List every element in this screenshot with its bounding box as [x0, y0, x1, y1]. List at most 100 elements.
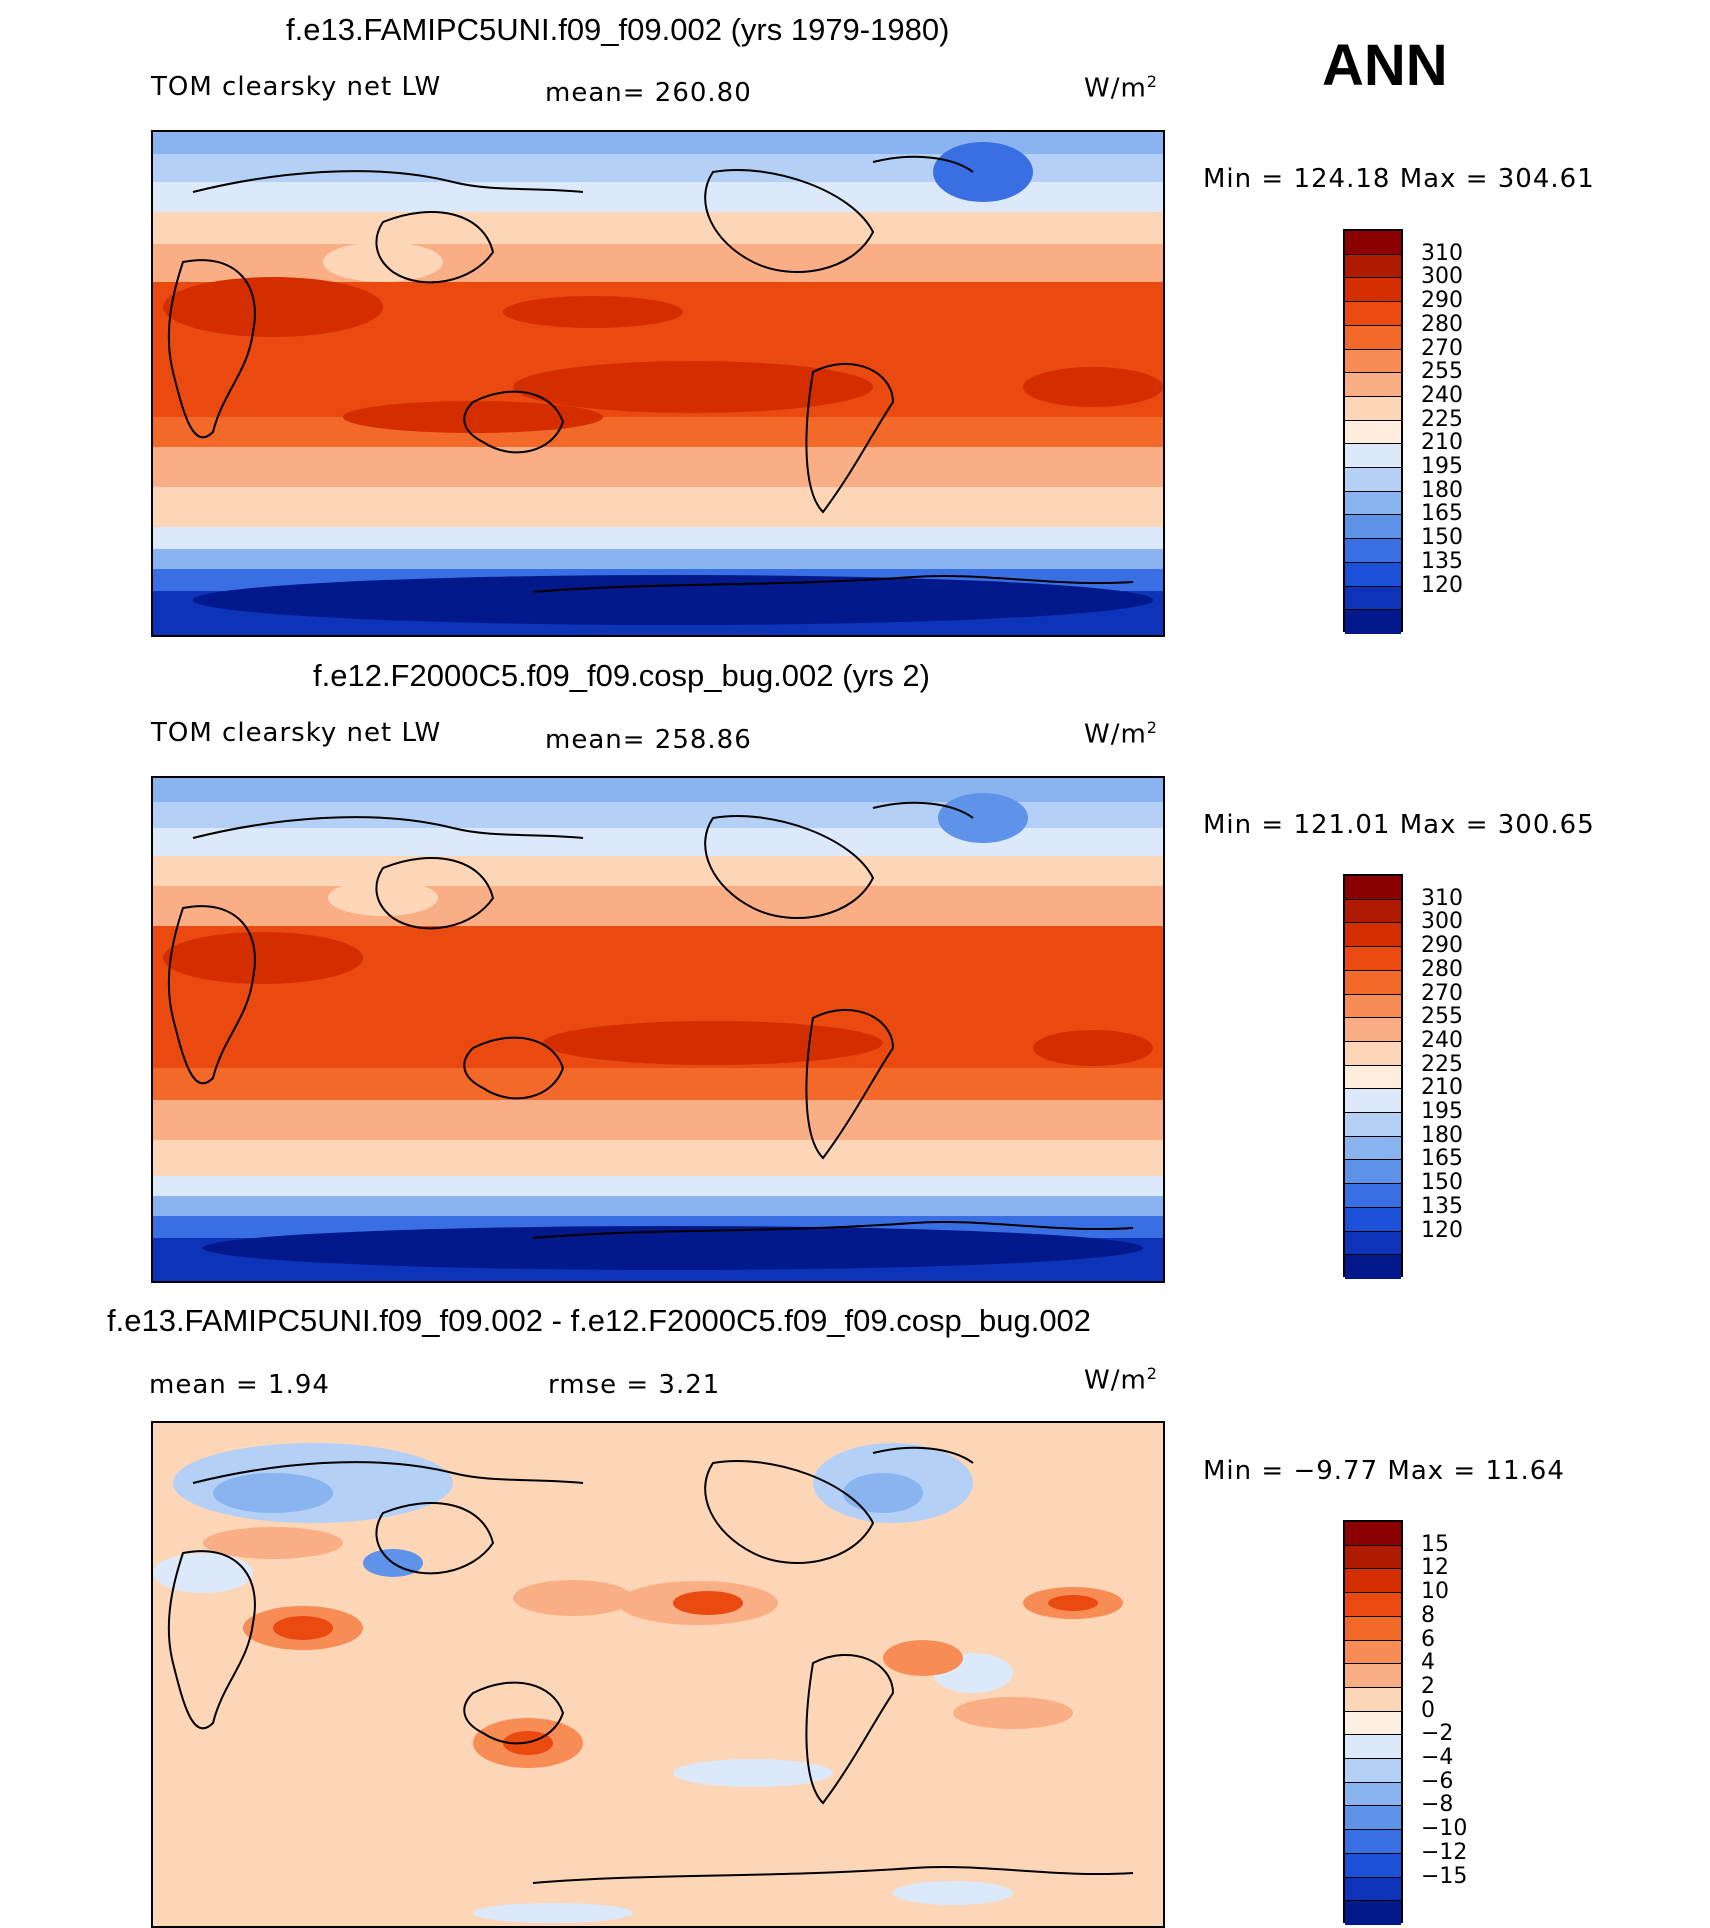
- colorbar-segment: [1345, 1065, 1401, 1090]
- colorbar-tick-label: 195: [1421, 454, 1463, 480]
- colorbar-tick-label: 180: [1421, 477, 1463, 503]
- panel1-map: [151, 130, 1165, 637]
- panel3-map: [151, 1421, 1165, 1928]
- colorbar-tick-label: 290: [1421, 933, 1463, 959]
- colorbar-segment: [1345, 1184, 1401, 1208]
- colorbar-segment: [1345, 1711, 1401, 1736]
- panel1-units: W/m2: [1084, 72, 1158, 104]
- colorbar-tick-label: 300: [1421, 264, 1463, 290]
- colorbar-tick-label: 4: [1421, 1650, 1435, 1676]
- panel3-title: f.e13.FAMIPC5UNI.f09_f09.002 - f.e12.F20…: [107, 1303, 1092, 1338]
- colorbar-segment: [1345, 970, 1401, 995]
- colorbar-segment: [1345, 231, 1401, 255]
- colorbar-tick-label: 280: [1421, 956, 1463, 982]
- colorbar-segment: [1345, 1640, 1401, 1665]
- colorbar-tick-label: 280: [1421, 311, 1463, 337]
- colorbar-tick-label: −15: [1421, 1863, 1468, 1889]
- colorbar-segment: [1345, 1207, 1401, 1232]
- colorbar-segment: [1345, 1830, 1401, 1854]
- colorbar-tick-label: 290: [1421, 288, 1463, 314]
- colorbar-tick-label: 10: [1421, 1579, 1449, 1605]
- colorbar-segment: [1345, 1136, 1401, 1161]
- colorbar-segment: [1345, 1616, 1401, 1641]
- colorbar-tick-label: 180: [1421, 1122, 1463, 1148]
- colorbar-segment: [1345, 254, 1401, 279]
- colorbar-segment: [1345, 1545, 1401, 1570]
- colorbar-tick-label: 225: [1421, 406, 1463, 432]
- colorbar-segment: [1345, 539, 1401, 563]
- season-label: ANN: [1322, 33, 1448, 98]
- colorbar-tick-label: −6: [1421, 1768, 1454, 1794]
- panel2-map: [151, 776, 1165, 1283]
- colorbar-segment: [1345, 1687, 1401, 1712]
- panel1-mean: mean= 260.80: [545, 78, 752, 108]
- colorbar-tick-label: 255: [1421, 359, 1463, 385]
- colorbar-tick-label: −2: [1421, 1721, 1454, 1747]
- colorbar-tick-label: 2: [1421, 1673, 1435, 1699]
- colorbar-segment: [1345, 1735, 1401, 1760]
- colorbar-segment: [1345, 491, 1401, 516]
- panel3-rmse: rmse = 3.21: [548, 1370, 721, 1400]
- colorbar-segment: [1345, 923, 1401, 948]
- colorbar-tick-label: 0: [1421, 1697, 1435, 1723]
- colorbar-segment: [1345, 420, 1401, 445]
- panel3-units: W/m2: [1084, 1364, 1158, 1396]
- colorbar-segment: [1345, 947, 1401, 971]
- colorbar-tick-label: 240: [1421, 1027, 1463, 1053]
- colorbar-segment: [1345, 1160, 1401, 1185]
- colorbar-segment: [1345, 302, 1401, 326]
- colorbar-tick-label: −10: [1421, 1816, 1468, 1842]
- colorbar-segment: [1345, 444, 1401, 469]
- colorbar-segment: [1345, 1877, 1401, 1902]
- panel2-variable: TOM clearsky net LW: [151, 718, 442, 748]
- colorbar-segment: [1345, 1041, 1401, 1066]
- panel1-variable: TOM clearsky net LW: [151, 72, 442, 102]
- panel2-mean: mean= 258.86: [545, 725, 752, 755]
- colorbar-segment: [1345, 1593, 1401, 1617]
- colorbar-segment: [1345, 1806, 1401, 1831]
- colorbar-segment: [1345, 586, 1401, 611]
- panel1-title: f.e13.FAMIPC5UNI.f09_f09.002 (yrs 1979-1…: [286, 12, 950, 47]
- colorbar-tick-label: 12: [1421, 1555, 1449, 1581]
- colorbar-segment: [1345, 899, 1401, 924]
- colorbar-segment: [1345, 1113, 1401, 1137]
- panel1-colorbar: [1343, 229, 1403, 634]
- colorbar-tick-label: 165: [1421, 501, 1463, 527]
- colorbar-tick-label: 240: [1421, 382, 1463, 408]
- colorbar-segment: [1345, 1231, 1401, 1256]
- colorbar-segment: [1345, 373, 1401, 397]
- colorbar-tick-label: 300: [1421, 909, 1463, 935]
- colorbar-segment: [1345, 396, 1401, 421]
- colorbar-segment: [1345, 325, 1401, 350]
- colorbar-segment: [1345, 1782, 1401, 1807]
- colorbar-tick-label: 150: [1421, 525, 1463, 551]
- colorbar-segment: [1345, 1901, 1401, 1925]
- colorbar-tick-label: 210: [1421, 430, 1463, 456]
- colorbar-tick-label: 210: [1421, 1075, 1463, 1101]
- colorbar-tick-label: 120: [1421, 572, 1463, 598]
- colorbar-segment: [1345, 1853, 1401, 1878]
- panel2-units: W/m2: [1084, 718, 1158, 750]
- colorbar-segment: [1345, 876, 1401, 900]
- colorbar-tick-label: 135: [1421, 1193, 1463, 1219]
- colorbar-segment: [1345, 349, 1401, 374]
- colorbar-tick-label: 120: [1421, 1217, 1463, 1243]
- colorbar-tick-label: −4: [1421, 1745, 1454, 1771]
- colorbar-segment: [1345, 1569, 1401, 1594]
- colorbar-segment: [1345, 515, 1401, 540]
- panel3-mean: mean = 1.94: [149, 1370, 330, 1400]
- panel3-minmax: Min = −9.77 Max = 11.64: [1203, 1456, 1565, 1486]
- panel2-title: f.e12.F2000C5.f09_f09.cosp_bug.002 (yrs …: [313, 658, 930, 693]
- colorbar-tick-label: 15: [1421, 1531, 1449, 1557]
- colorbar-tick-label: 310: [1421, 885, 1463, 911]
- colorbar-tick-label: 165: [1421, 1146, 1463, 1172]
- colorbar-segment: [1345, 994, 1401, 1019]
- colorbar-tick-label: 8: [1421, 1602, 1435, 1628]
- colorbar-tick-label: −12: [1421, 1839, 1468, 1865]
- colorbar-segment: [1345, 1018, 1401, 1042]
- colorbar-tick-label: 270: [1421, 335, 1463, 361]
- panel1-minmax: Min = 124.18 Max = 304.61: [1203, 164, 1595, 194]
- panel3-colorbar: [1343, 1520, 1403, 1925]
- colorbar-tick-label: 225: [1421, 1051, 1463, 1077]
- colorbar-segment: [1345, 468, 1401, 492]
